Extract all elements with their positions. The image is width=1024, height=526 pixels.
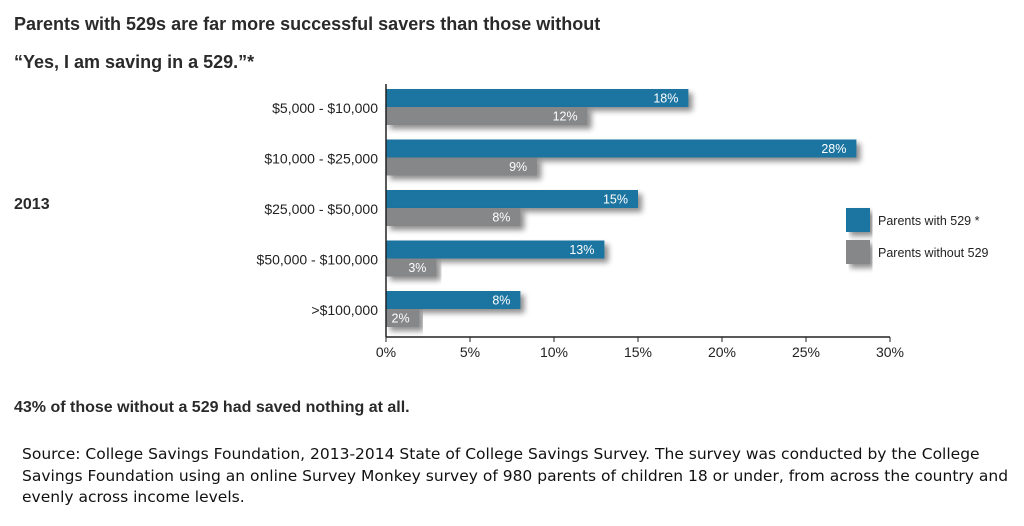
x-tick-label: 25% xyxy=(792,344,820,360)
bar-without-529 xyxy=(386,258,437,277)
category-label: $5,000 - $10,000 xyxy=(272,100,378,116)
data-label: 8% xyxy=(492,211,510,225)
footnote: 43% of those without a 529 had saved not… xyxy=(14,399,410,416)
x-tick-label: 20% xyxy=(708,344,736,360)
data-label: 2% xyxy=(392,312,410,326)
legend-label: Parents with 529 * xyxy=(878,214,980,228)
bar-without-529 xyxy=(386,107,588,125)
x-tick-label: 10% xyxy=(540,344,568,360)
data-label: 12% xyxy=(553,110,578,124)
legend-swatch-with-529 xyxy=(846,208,870,232)
bar-without-529 xyxy=(386,309,420,327)
bar-with-529 xyxy=(386,139,857,158)
bar-with-529 xyxy=(386,240,605,259)
category-label: $10,000 - $25,000 xyxy=(264,151,378,167)
data-label: 8% xyxy=(492,294,510,308)
year-label: 2013 xyxy=(14,196,50,213)
bar-with-529 xyxy=(386,89,689,107)
bar-without-529 xyxy=(386,208,521,226)
legend-label: Parents without 529 xyxy=(878,246,989,260)
data-label: 13% xyxy=(569,243,594,257)
bar-without-529 xyxy=(386,157,538,176)
chart-title: Parents with 529s are far more successfu… xyxy=(14,14,601,34)
data-label: 15% xyxy=(603,193,628,207)
data-label: 18% xyxy=(653,92,678,106)
x-tick-label: 30% xyxy=(876,344,904,360)
category-label: $50,000 - $100,000 xyxy=(257,252,379,268)
data-label: 28% xyxy=(821,142,846,156)
data-label: 3% xyxy=(408,261,426,275)
x-tick-label: 5% xyxy=(460,344,480,360)
bar-chart: 18% 12% 28% 9% 15% 8% 13% 3% 8% 2% $5,000 - $10,0… xyxy=(257,84,989,360)
category-label: $25,000 - $50,000 xyxy=(264,201,378,217)
bar-with-529 xyxy=(386,291,521,309)
bar-with-529 xyxy=(386,190,638,208)
source-note: Source: College Savings Foundation, 2013… xyxy=(22,445,1009,506)
category-label: >$100,000 xyxy=(311,302,378,318)
data-label: 9% xyxy=(509,160,527,174)
legend-swatch-without-529 xyxy=(846,240,870,264)
chart-subtitle: “Yes, I am saving in a 529.”* xyxy=(14,52,255,72)
x-tick-label: 0% xyxy=(376,344,396,360)
x-tick-label: 15% xyxy=(624,344,652,360)
